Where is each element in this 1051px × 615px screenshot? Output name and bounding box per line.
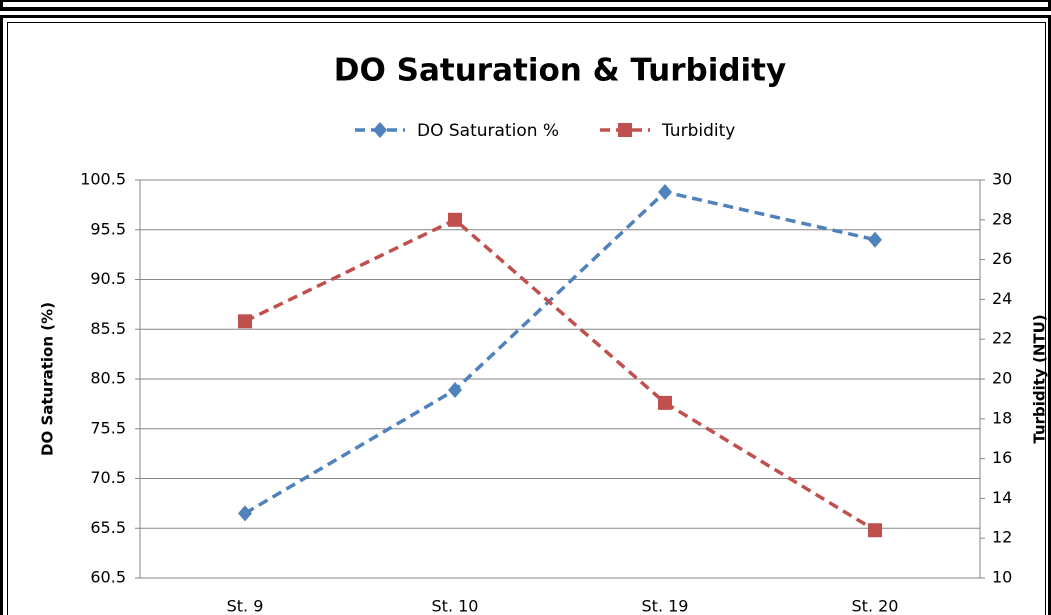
y2-tick-label: 10 <box>992 568 1012 587</box>
y-tick-label: 90.5 <box>90 269 126 288</box>
y2-tick-label: 14 <box>992 488 1012 507</box>
series-line <box>244 190 876 515</box>
marker <box>238 505 252 522</box>
chart-frame-inner <box>7 22 1046 615</box>
y2-tick-label: 22 <box>992 329 1012 348</box>
y-tick-label: 65.5 <box>90 518 126 537</box>
y2-tick-label: 16 <box>992 448 1012 467</box>
marker <box>658 183 672 200</box>
top-frame-inner <box>3 2 1048 7</box>
y-tick-label: 100.5 <box>80 170 126 189</box>
marker <box>868 523 882 538</box>
marker <box>238 314 252 329</box>
y2-tick-label: 20 <box>992 369 1012 388</box>
y-tick-label: 60.5 <box>90 568 126 587</box>
y-tick-label: 95.5 <box>90 219 126 238</box>
marker <box>618 123 632 137</box>
x-tick-label: St. 20 <box>852 597 899 615</box>
y-tick-label: 80.5 <box>90 369 126 388</box>
y-tick-label: 70.5 <box>90 468 126 487</box>
x-tick-label: St. 10 <box>432 597 479 615</box>
chart-title: DO Saturation & Turbidity <box>334 53 786 89</box>
marker <box>448 212 462 227</box>
marker <box>868 231 882 248</box>
y-tick-label: 75.5 <box>90 418 126 437</box>
y2-axis-title: Turbidity (NTU) <box>1031 314 1049 443</box>
x-tick-label: St. 19 <box>642 597 689 615</box>
y2-tick-label: 28 <box>992 209 1012 228</box>
marker <box>658 395 672 410</box>
y2-tick-label: 24 <box>992 289 1012 308</box>
y2-tick-label: 12 <box>992 528 1012 547</box>
y2-tick-label: 30 <box>992 170 1012 189</box>
x-tick-label: St. 9 <box>227 597 264 615</box>
series-line <box>244 217 876 532</box>
marker <box>373 122 387 138</box>
y2-tick-label: 18 <box>992 408 1012 427</box>
y2-tick-label: 26 <box>992 249 1012 268</box>
chart-frame <box>0 15 1051 615</box>
y-tick-label: 85.5 <box>90 319 126 338</box>
legend-label: DO Saturation % <box>417 121 559 141</box>
legend-label: Turbidity <box>661 121 735 141</box>
y-axis-title: DO Saturation (%) <box>39 302 57 456</box>
marker <box>448 381 462 398</box>
